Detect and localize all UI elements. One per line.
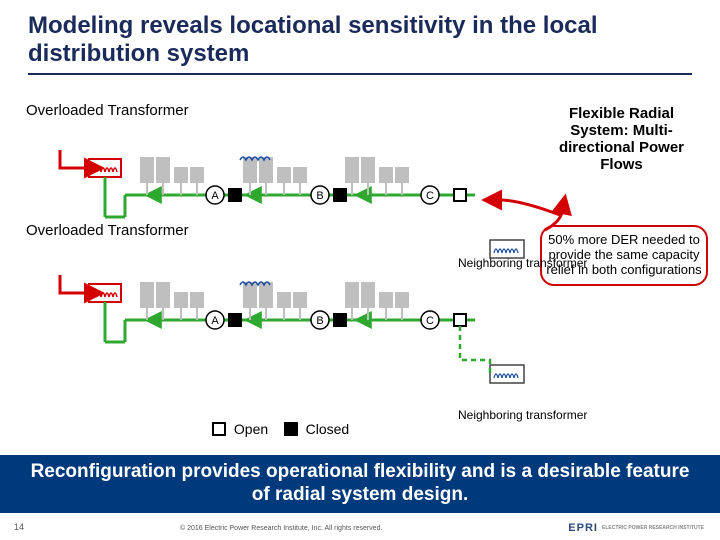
svg-text:A: A: [211, 315, 219, 327]
closed-switch-icon: [284, 422, 298, 436]
legend: Open Closed: [212, 420, 349, 437]
page-number: 14: [14, 522, 24, 532]
svg-text:A: A: [211, 190, 219, 202]
epri-logo: EPRI ELECTRIC POWER RESEARCH INSTITUTE: [568, 522, 704, 534]
svg-text:C: C: [426, 315, 434, 327]
copyright-text: © 2016 Electric Power Research Institute…: [180, 525, 382, 532]
legend-close-label: Closed: [306, 421, 350, 437]
legend-open-label: Open: [234, 421, 268, 437]
open-switch-icon: [212, 422, 226, 436]
banner-text: Reconfiguration provides operational fle…: [0, 455, 720, 513]
svg-text:B: B: [316, 315, 323, 327]
svg-text:B: B: [316, 190, 323, 202]
svg-text:C: C: [426, 190, 434, 202]
